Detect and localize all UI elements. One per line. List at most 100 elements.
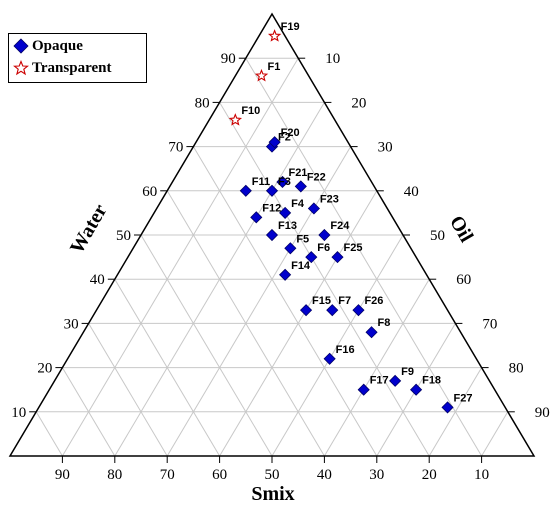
axis-title-water: Water xyxy=(66,200,112,257)
point-f6 xyxy=(305,251,318,264)
tick-label-smix-80: 80 xyxy=(107,467,122,483)
point-label-f21: F21 xyxy=(288,167,307,179)
tick-label-water-70: 70 xyxy=(168,140,183,156)
star-icon xyxy=(13,60,29,76)
point-label-f3: F3 xyxy=(278,176,291,188)
tick-label-smix-60: 60 xyxy=(212,467,227,483)
point-label-f8: F8 xyxy=(378,317,391,329)
point-label-f25: F25 xyxy=(344,242,363,254)
tick-label-smix-90: 90 xyxy=(55,467,70,483)
point-f17 xyxy=(357,383,370,396)
point-label-f20: F20 xyxy=(281,127,300,139)
tick-label-oil-80: 80 xyxy=(509,361,524,377)
tick-label-smix-70: 70 xyxy=(160,467,175,483)
point-f10 xyxy=(228,113,243,126)
point-label-f4: F4 xyxy=(291,198,305,210)
point-label-f17: F17 xyxy=(370,375,389,387)
grid-line-smix-30 xyxy=(192,146,378,457)
point-label-f2: F2 xyxy=(278,132,291,144)
grid-line-smix-80 xyxy=(61,367,116,457)
point-label-f26: F26 xyxy=(364,295,383,307)
tick-label-oil-90: 90 xyxy=(535,405,550,421)
point-label-f9: F9 xyxy=(401,366,414,378)
point-f7 xyxy=(326,304,339,317)
point-f3 xyxy=(265,184,279,197)
tick-label-oil-50: 50 xyxy=(430,228,445,244)
point-layer xyxy=(228,29,454,414)
tick-label-oil-60: 60 xyxy=(456,272,471,288)
tick-label-water-50: 50 xyxy=(116,228,131,244)
point-label-f13: F13 xyxy=(278,220,297,232)
point-f5 xyxy=(284,242,297,255)
grid-line-oil-10 xyxy=(61,57,299,457)
point-label-f19: F19 xyxy=(281,21,300,33)
point-f18 xyxy=(410,383,423,396)
tick-label-water-60: 60 xyxy=(142,184,157,200)
point-f15 xyxy=(299,304,313,317)
point-label-f11: F11 xyxy=(252,176,270,188)
grid-line-oil-90 xyxy=(481,411,509,457)
point-f24 xyxy=(318,228,331,242)
point-label-f1: F1 xyxy=(268,61,281,73)
diamond-icon xyxy=(13,38,29,54)
tick-label-oil-20: 20 xyxy=(351,95,366,111)
legend-item-transparent: Transparent xyxy=(13,58,111,78)
point-f27 xyxy=(441,401,454,414)
point-f20 xyxy=(268,136,281,149)
tick-label-water-40: 40 xyxy=(90,272,105,288)
point-f22 xyxy=(294,180,307,193)
tick-label-oil-10: 10 xyxy=(325,51,340,67)
grid-line-smix-50 xyxy=(140,234,273,457)
legend-label-transparent: Transparent xyxy=(32,59,112,76)
tick-label-smix-20: 20 xyxy=(422,467,437,483)
grid-line-oil-80 xyxy=(428,367,483,457)
point-f23 xyxy=(307,202,320,215)
point-label-f22: F22 xyxy=(307,171,326,183)
point-label-f24: F24 xyxy=(330,220,350,232)
axis-title-smix: Smix xyxy=(251,483,294,505)
tick-label-smix-30: 30 xyxy=(369,467,384,483)
point-label-f6: F6 xyxy=(317,242,330,254)
point-f14 xyxy=(279,268,292,281)
point-label-f14: F14 xyxy=(291,260,311,272)
legend-item-opaque: Opaque xyxy=(13,36,83,56)
tick-label-water-10: 10 xyxy=(11,405,26,421)
point-f26 xyxy=(352,304,365,317)
point-label-f15: F15 xyxy=(312,295,331,307)
tick-label-water-30: 30 xyxy=(64,316,79,332)
point-f9 xyxy=(389,374,402,387)
tick-label-oil-70: 70 xyxy=(482,316,497,332)
point-label-f12: F12 xyxy=(262,202,281,214)
point-f4 xyxy=(279,206,292,219)
grid-line-oil-50 xyxy=(271,234,404,457)
tick-label-water-80: 80 xyxy=(195,95,210,111)
point-label-f10: F10 xyxy=(241,105,260,117)
grid-line-smix-60 xyxy=(114,278,221,457)
legend-label-opaque: Opaque xyxy=(32,37,83,54)
grid-line-oil-60 xyxy=(323,278,430,457)
tick-label-water-90: 90 xyxy=(221,51,236,67)
point-f19 xyxy=(267,29,282,42)
legend: Opaque Transparent xyxy=(8,33,147,83)
grid-layer xyxy=(35,57,509,457)
tick-layer: 10 10 10 20 20 20 30 30 30 40 40 40 50 50 50 60 60 60 70 70… xyxy=(11,51,550,483)
grid-line-smix-90 xyxy=(35,411,63,457)
tick-label-water-20: 20 xyxy=(37,361,52,377)
point-label-f5: F5 xyxy=(296,233,309,245)
point-f12 xyxy=(250,211,263,224)
grid-line-smix-10 xyxy=(245,57,483,457)
grid-line-smix-70 xyxy=(88,323,168,457)
point-label-f7: F7 xyxy=(338,295,351,307)
tick-label-smix-40: 40 xyxy=(317,467,332,483)
grid-line-oil-30 xyxy=(166,146,352,457)
point-label-f27: F27 xyxy=(454,392,473,404)
point-f8 xyxy=(365,326,378,339)
point-f16 xyxy=(323,352,336,365)
axis-title-oil: Oil xyxy=(445,212,478,246)
point-f21 xyxy=(276,175,289,189)
tick-label-smix-50: 50 xyxy=(265,467,280,483)
tick-label-oil-30: 30 xyxy=(378,140,393,156)
tick-label-oil-40: 40 xyxy=(404,184,419,200)
